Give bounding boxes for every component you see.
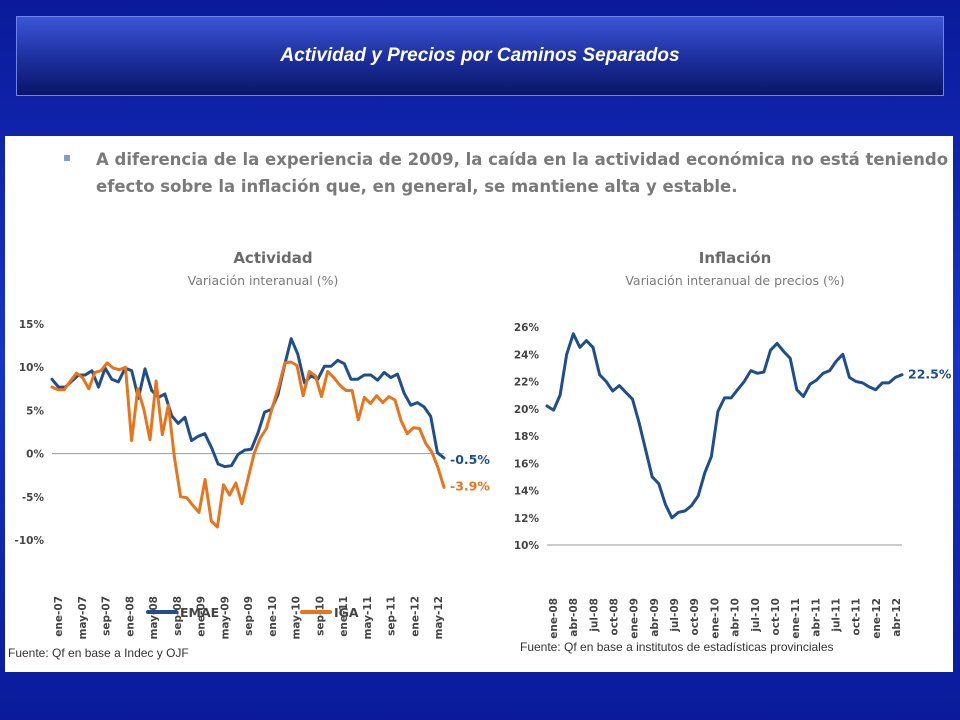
inflation-y-tick-label: 26% xyxy=(514,322,540,334)
activity-end-label-iga: -3.9% xyxy=(450,478,490,493)
source-left: Fuente: Qf en base a Indec y OJF xyxy=(8,646,189,660)
slide-title: Actividad y Precios por Caminos Separado… xyxy=(280,45,680,66)
activity-x-tick-label: sep-11 xyxy=(386,596,398,636)
activity-x-tick-label: sep-08 xyxy=(172,596,184,636)
inflation-chart-subtitle: Variación interanual de precios (%) xyxy=(625,273,845,288)
activity-y-tick-label: 5% xyxy=(26,405,44,417)
activity-x-tick-label: ene-10 xyxy=(267,596,279,637)
inflation-y-tick-label: 10% xyxy=(514,540,540,552)
activity-y-tick-label: 0% xyxy=(26,449,44,461)
activity-chart-title: Actividad xyxy=(233,249,313,267)
inflation-x-tick-label: oct-11 xyxy=(851,598,863,635)
activity-x-tick-label: may-10 xyxy=(291,596,303,640)
activity-y-tick-label: 10% xyxy=(19,362,45,374)
activity-x-tick-label: may-11 xyxy=(362,596,374,640)
activity-x-tick-label: sep-09 xyxy=(243,596,255,636)
activity-x-tick-label: ene-12 xyxy=(409,596,421,637)
inflation-series-inflacin xyxy=(545,332,904,520)
activity-series-iga xyxy=(50,360,446,529)
legend-emae-label: EMAE xyxy=(180,605,219,620)
activity-x-tick-label: ene-08 xyxy=(124,596,136,637)
inflation-x-tick-label: oct-08 xyxy=(609,598,621,635)
inflation-chart-title: Inflación xyxy=(698,249,772,267)
inflation-x-tick-label: jul-08 xyxy=(588,598,600,633)
activity-x-tick-label: ene-11 xyxy=(338,596,350,637)
activity-x-tick-label: sep-07 xyxy=(101,596,113,636)
inflation-y-tick-label: 18% xyxy=(514,431,540,443)
inflation-x-tick-label: oct-10 xyxy=(770,598,782,635)
bullet-text-line-2: efecto sobre la inflación que, en genera… xyxy=(96,177,738,196)
activity-x-tick-label: may-07 xyxy=(77,596,89,640)
inflation-y-tick-label: 12% xyxy=(514,513,540,525)
activity-x-tick-label: may-12 xyxy=(433,596,445,640)
inflation-x-tick-label: ene-12 xyxy=(871,598,883,639)
inflation-x-tick-label: abr-12 xyxy=(891,598,903,637)
inflation-x-tick-label: abr-10 xyxy=(730,598,742,637)
inflation-x-tick-label: ene-09 xyxy=(629,598,641,639)
inflation-x-tick-label: jul-11 xyxy=(830,598,842,633)
activity-y-tick-label: -10% xyxy=(15,535,45,547)
inflation-x-tick-label: abr-08 xyxy=(568,598,580,637)
activity-y-tick-label: -5% xyxy=(22,492,45,504)
content-panel xyxy=(5,136,953,672)
activity-x-tick-label: ene-07 xyxy=(53,596,65,637)
activity-x-tick-label: may-08 xyxy=(148,596,160,640)
inflation-x-tick-label: abr-09 xyxy=(649,598,661,637)
activity-x-tick-label: sep-10 xyxy=(314,596,326,636)
inflation-x-tick-label: jul-09 xyxy=(669,598,681,633)
title-banner: Actividad y Precios por Caminos Separado… xyxy=(16,16,944,96)
inflation-y-tick-label: 14% xyxy=(514,486,540,498)
source-right: Fuente: Qf en base a institutos de estad… xyxy=(520,640,834,654)
activity-chart-subtitle: Variación interanual (%) xyxy=(187,273,339,288)
activity-y-tick-label: 15% xyxy=(19,319,45,331)
inflation-x-tick-label: ene-08 xyxy=(548,598,560,639)
inflation-x-tick-label: ene-11 xyxy=(790,598,802,639)
inflation-x-tick-label: abr-11 xyxy=(810,598,822,637)
inflation-y-tick-label: 22% xyxy=(514,377,540,389)
inflation-x-tick-label: jul-10 xyxy=(750,598,762,633)
inflation-y-tick-label: 24% xyxy=(514,349,540,361)
inflation-end-label-inflacin: 22.5% xyxy=(908,367,952,382)
activity-end-label-emae: -0.5% xyxy=(450,452,490,467)
activity-series-emae xyxy=(50,337,446,469)
legend-iga-label: IGA xyxy=(334,605,359,620)
inflation-y-tick-label: 20% xyxy=(514,404,540,416)
bullet-text-line-1: A diferencia de la experiencia de 2009, … xyxy=(96,150,949,169)
activity-x-tick-label: may-09 xyxy=(219,596,231,640)
inflation-x-tick-label: ene-10 xyxy=(709,598,721,639)
inflation-x-tick-label: oct-09 xyxy=(689,598,701,635)
inflation-y-tick-label: 16% xyxy=(514,458,540,470)
activity-x-tick-label: ene-09 xyxy=(196,596,208,637)
bullet-marker xyxy=(64,155,70,161)
